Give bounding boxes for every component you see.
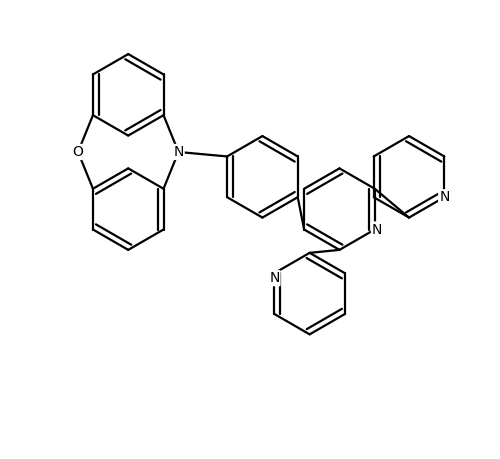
Text: N: N (174, 145, 184, 159)
Text: N: N (269, 271, 280, 285)
Text: N: N (439, 190, 450, 204)
Text: N: N (372, 223, 382, 236)
Text: O: O (72, 145, 84, 159)
